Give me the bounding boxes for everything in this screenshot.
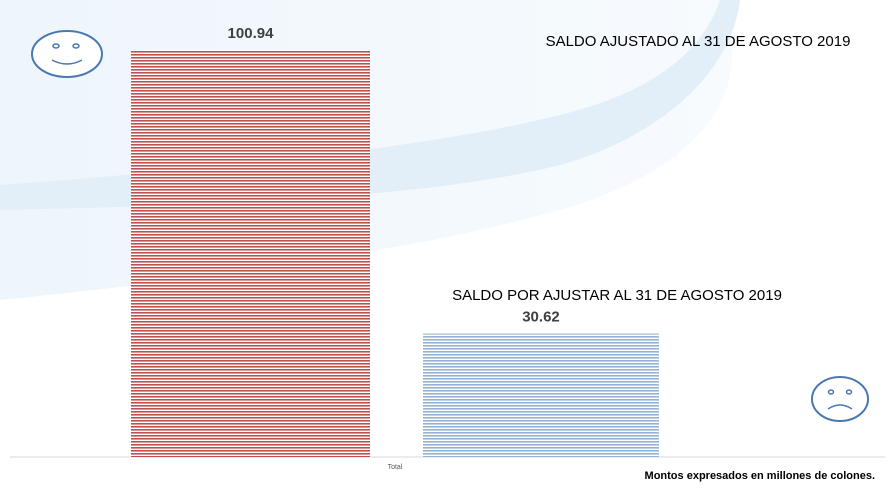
bar (131, 50, 370, 457)
x-tick-label: Total (388, 464, 403, 471)
data-label: 100.94 (228, 25, 275, 42)
sad-face (811, 376, 869, 422)
background-band (0, 0, 740, 210)
footnote: Montos expresados en millones de colones… (645, 470, 875, 482)
data-label: 30.62 (522, 309, 560, 326)
happy-face (31, 30, 103, 78)
series-label: SALDO AJUSTADO AL 31 DE AGOSTO 2019 (546, 33, 851, 50)
bar (423, 333, 659, 457)
series-label: SALDO POR AJUSTAR AL 31 DE AGOSTO 2019 (452, 287, 782, 304)
